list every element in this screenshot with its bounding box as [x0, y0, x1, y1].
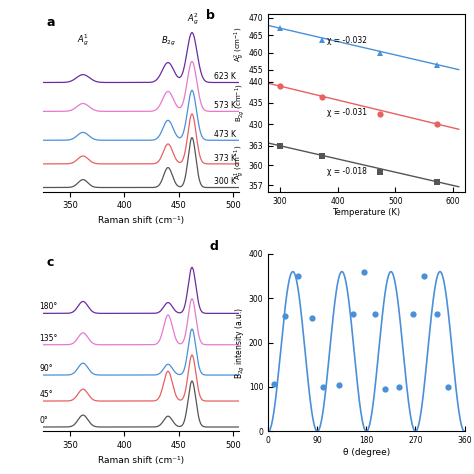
X-axis label: Raman shift (cm⁻¹): Raman shift (cm⁻¹) — [98, 216, 184, 225]
Text: χ = -0.032: χ = -0.032 — [327, 36, 367, 45]
Y-axis label: B$_{2g}$ intensity (a.u.): B$_{2g}$ intensity (a.u.) — [234, 307, 247, 379]
Text: χ = -0.018: χ = -0.018 — [327, 167, 367, 176]
Text: 45°: 45° — [39, 390, 53, 399]
Text: c: c — [46, 255, 54, 269]
Text: 473 K: 473 K — [214, 130, 236, 139]
X-axis label: θ (degree): θ (degree) — [343, 448, 390, 457]
Text: 300 K: 300 K — [214, 177, 236, 186]
Y-axis label: B$_{2g}$ (cm$^{-1}$): B$_{2g}$ (cm$^{-1}$) — [234, 84, 247, 122]
X-axis label: Temperature (K): Temperature (K) — [332, 209, 401, 218]
Text: 373 K: 373 K — [214, 154, 236, 163]
Text: 623 K: 623 K — [214, 73, 236, 82]
Y-axis label: A$_g^1$ (cm$^{-1}$): A$_g^1$ (cm$^{-1}$) — [233, 145, 247, 180]
Text: 135°: 135° — [39, 334, 58, 343]
Text: $A_g^2$: $A_g^2$ — [187, 12, 199, 27]
Text: b: b — [206, 9, 214, 22]
Text: χ = -0.031: χ = -0.031 — [327, 108, 367, 117]
Text: 0°: 0° — [39, 416, 48, 425]
Text: 180°: 180° — [39, 302, 58, 311]
X-axis label: Raman shift (cm⁻¹): Raman shift (cm⁻¹) — [98, 456, 184, 465]
Text: $B_{2g}$: $B_{2g}$ — [161, 35, 175, 48]
Text: 573 K: 573 K — [214, 101, 236, 110]
Text: $A_g^1$: $A_g^1$ — [77, 33, 89, 48]
Text: 90°: 90° — [39, 364, 53, 373]
Text: d: d — [210, 240, 219, 253]
Text: a: a — [46, 16, 55, 29]
Y-axis label: A$_g^2$ (cm$^{-1}$): A$_g^2$ (cm$^{-1}$) — [233, 26, 247, 62]
